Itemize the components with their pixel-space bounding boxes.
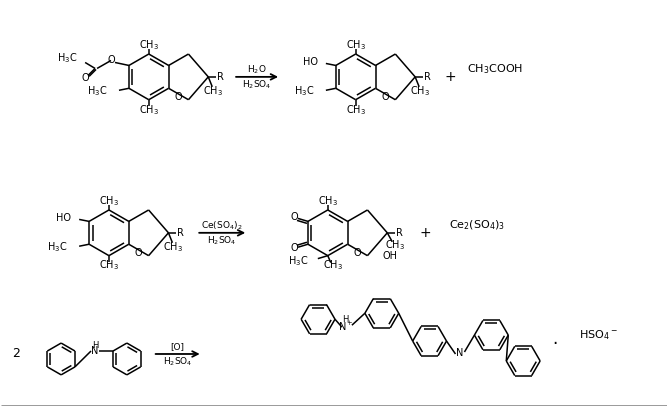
Text: CH$_3$: CH$_3$ — [203, 84, 223, 98]
Text: H$_3$C: H$_3$C — [87, 84, 107, 98]
Text: H$_3$C: H$_3$C — [287, 254, 308, 268]
Text: CH$_3$: CH$_3$ — [99, 194, 119, 208]
Text: CH$_3$: CH$_3$ — [345, 38, 365, 52]
Text: N: N — [92, 346, 99, 356]
Text: R: R — [424, 72, 431, 82]
Text: O: O — [81, 74, 89, 83]
Text: +: + — [444, 70, 456, 84]
Text: H: H — [92, 341, 98, 349]
Text: N: N — [456, 348, 463, 358]
Text: H$_2$SO$_4$: H$_2$SO$_4$ — [242, 79, 272, 91]
Text: 2: 2 — [13, 347, 20, 360]
Text: H$_2$SO$_4$: H$_2$SO$_4$ — [163, 356, 192, 368]
Text: R: R — [396, 228, 403, 238]
Text: H$_3$C: H$_3$C — [47, 240, 67, 254]
Text: O: O — [107, 55, 115, 65]
Text: [O]: [O] — [170, 342, 184, 351]
Text: O: O — [290, 243, 298, 253]
Text: +: + — [420, 226, 431, 240]
Text: H: H — [342, 315, 348, 324]
Text: HO: HO — [303, 58, 318, 67]
Text: N$^+$: N$^+$ — [338, 320, 354, 333]
Text: O: O — [135, 248, 142, 258]
Text: OH: OH — [383, 251, 397, 261]
Text: O: O — [381, 92, 389, 102]
Text: O: O — [175, 92, 182, 102]
Text: HO: HO — [56, 213, 71, 224]
Text: R: R — [177, 228, 184, 238]
Text: CH$_3$: CH$_3$ — [410, 84, 430, 98]
Text: H$_2$O: H$_2$O — [247, 64, 267, 76]
Text: CH$_3$: CH$_3$ — [139, 38, 159, 52]
Text: O: O — [290, 212, 298, 222]
Text: CH$_3$: CH$_3$ — [345, 103, 365, 117]
Text: CH$_3$: CH$_3$ — [164, 240, 184, 254]
Text: ·: · — [552, 335, 558, 353]
Text: CH$_3$: CH$_3$ — [318, 194, 338, 208]
Text: CH$_3$: CH$_3$ — [139, 103, 159, 117]
Text: Ce$_2$(SO$_4$)$_3$: Ce$_2$(SO$_4$)$_3$ — [449, 218, 505, 232]
Text: H$_3$C: H$_3$C — [57, 52, 77, 65]
Text: CH$_3$COOH: CH$_3$COOH — [467, 62, 523, 76]
Text: H$_3$C: H$_3$C — [294, 84, 314, 98]
Text: CH$_3$: CH$_3$ — [323, 259, 343, 272]
Text: Ce(SO$_4$)$_2$: Ce(SO$_4$)$_2$ — [202, 219, 243, 232]
Text: HSO$_4$$^-$: HSO$_4$$^-$ — [580, 328, 619, 342]
Text: CH$_3$: CH$_3$ — [99, 259, 119, 272]
Text: O: O — [354, 248, 361, 258]
Text: CH$_3$: CH$_3$ — [385, 238, 405, 252]
Text: R: R — [217, 72, 224, 82]
Text: H$_2$SO$_4$: H$_2$SO$_4$ — [207, 235, 237, 247]
